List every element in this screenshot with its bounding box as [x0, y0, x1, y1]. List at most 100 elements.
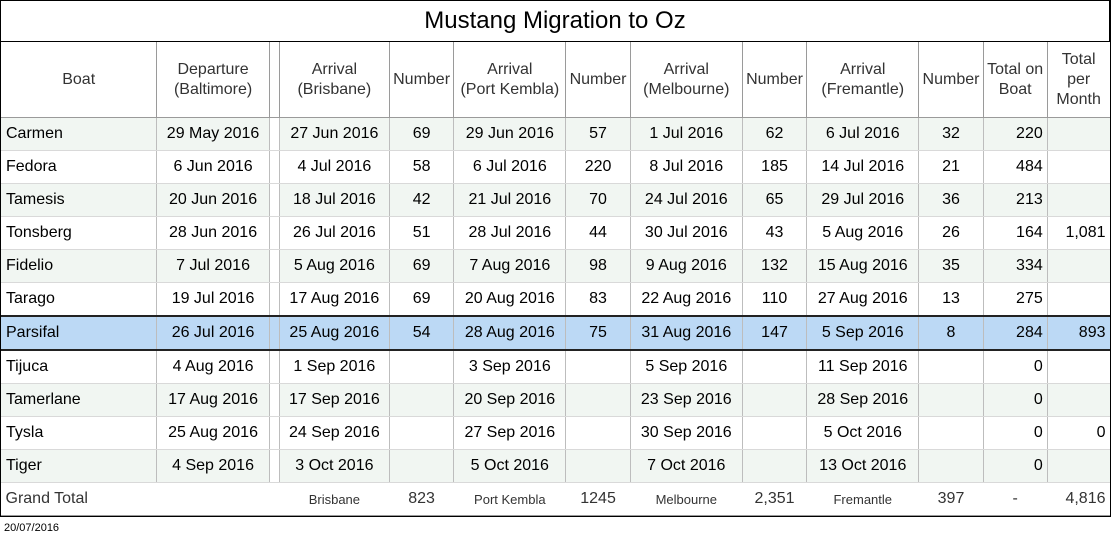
total-per-month[interactable] — [1046, 349, 1110, 384]
number-fremantle[interactable]: 8 — [918, 315, 984, 351]
number-melbourne[interactable]: 43 — [741, 216, 807, 250]
number-brisbane[interactable]: 69 — [388, 117, 454, 151]
boat-name[interactable]: Tamerlane — [0, 383, 157, 417]
total-on-boat[interactable]: 213 — [982, 183, 1048, 217]
arrival-port-kembla[interactable]: 21 Jul 2016 — [453, 183, 566, 217]
number-fremantle[interactable]: 32 — [918, 117, 984, 151]
total-per-month[interactable] — [1046, 249, 1110, 283]
arrival-port-kembla[interactable]: 29 Jun 2016 — [453, 117, 566, 151]
number-port-kembla[interactable]: 75 — [565, 315, 631, 351]
boat-name[interactable]: Tysla — [0, 416, 157, 450]
arrival-melbourne[interactable]: 24 Jul 2016 — [629, 183, 743, 217]
number-melbourne[interactable]: 185 — [741, 150, 807, 184]
arrival-brisbane[interactable]: 3 Oct 2016 — [278, 449, 390, 483]
number-brisbane[interactable]: 51 — [388, 216, 454, 250]
number-fremantle[interactable] — [918, 349, 984, 384]
number-brisbane[interactable] — [388, 383, 454, 417]
number-melbourne[interactable] — [741, 416, 807, 450]
table-row[interactable]: Tonsberg 28 Jun 2016 26 Jul 2016 51 28 Jul 2… — [0, 216, 1110, 250]
arrival-fremantle[interactable]: 27 Aug 2016 — [806, 282, 919, 317]
number-brisbane[interactable] — [388, 416, 454, 450]
total-on-boat[interactable]: 220 — [982, 117, 1048, 151]
boat-name[interactable]: Tijuca — [0, 349, 157, 384]
arrival-fremantle[interactable]: 5 Sep 2016 — [806, 315, 919, 351]
arrival-brisbane[interactable]: 5 Aug 2016 — [278, 249, 390, 283]
table-row[interactable]: Tamesis 20 Jun 2016 18 Jul 2016 42 21 Jul 20… — [0, 183, 1110, 217]
departure-date[interactable]: 28 Jun 2016 — [156, 216, 270, 250]
arrival-melbourne[interactable]: 1 Jul 2016 — [629, 117, 743, 151]
arrival-fremantle[interactable]: 14 Jul 2016 — [806, 150, 919, 184]
departure-date[interactable]: 6 Jun 2016 — [156, 150, 270, 184]
arrival-port-kembla[interactable]: 20 Sep 2016 — [453, 383, 566, 417]
number-port-kembla[interactable] — [565, 383, 631, 417]
total-on-boat[interactable]: 164 — [982, 216, 1048, 250]
total-on-boat[interactable]: 0 — [982, 449, 1048, 483]
number-fremantle[interactable] — [918, 416, 984, 450]
departure-date[interactable]: 4 Aug 2016 — [156, 349, 270, 384]
total-per-month[interactable]: 893 — [1046, 315, 1110, 351]
arrival-melbourne[interactable]: 7 Oct 2016 — [629, 449, 743, 483]
arrival-port-kembla[interactable]: 6 Jul 2016 — [453, 150, 566, 184]
total-per-month[interactable]: 0 — [1046, 416, 1110, 450]
number-port-kembla[interactable]: 220 — [565, 150, 631, 184]
total-on-boat[interactable]: 0 — [982, 349, 1048, 384]
number-brisbane[interactable] — [388, 349, 454, 384]
arrival-fremantle[interactable]: 29 Jul 2016 — [806, 183, 919, 217]
arrival-fremantle[interactable]: 5 Oct 2016 — [806, 416, 919, 450]
arrival-melbourne[interactable]: 5 Sep 2016 — [629, 349, 743, 384]
arrival-fremantle[interactable]: 5 Aug 2016 — [806, 216, 919, 250]
arrival-brisbane[interactable]: 4 Jul 2016 — [278, 150, 390, 184]
arrival-brisbane[interactable]: 26 Jul 2016 — [278, 216, 390, 250]
arrival-port-kembla[interactable]: 27 Sep 2016 — [453, 416, 566, 450]
total-per-month[interactable] — [1046, 449, 1110, 483]
number-port-kembla[interactable]: 70 — [565, 183, 631, 217]
total-on-boat[interactable]: 0 — [982, 416, 1048, 450]
departure-date[interactable]: 26 Jul 2016 — [156, 315, 270, 351]
total-per-month[interactable] — [1046, 150, 1110, 184]
departure-date[interactable]: 7 Jul 2016 — [156, 249, 270, 283]
table-row[interactable]: Tamerlane 17 Aug 2016 17 Sep 2016 20 Sep 20… — [0, 383, 1110, 417]
boat-name[interactable]: Tonsberg — [0, 216, 157, 250]
arrival-melbourne[interactable]: 30 Jul 2016 — [629, 216, 743, 250]
total-on-boat[interactable]: 275 — [982, 282, 1048, 317]
boat-name[interactable]: Fidelio — [0, 249, 157, 283]
boat-name[interactable]: Tarago — [0, 282, 157, 317]
grand-total-row[interactable]: Grand Total Brisbane 823 Port Kembla 124… — [0, 482, 1110, 516]
table-row[interactable]: Tijuca 4 Aug 2016 1 Sep 2016 3 Sep 2016 5 Se… — [0, 349, 1110, 384]
arrival-brisbane[interactable]: 27 Jun 2016 — [278, 117, 390, 151]
number-port-kembla[interactable]: 44 — [565, 216, 631, 250]
arrival-brisbane[interactable]: 17 Aug 2016 — [278, 282, 390, 317]
total-on-boat[interactable]: 334 — [982, 249, 1048, 283]
arrival-melbourne[interactable]: 23 Sep 2016 — [629, 383, 743, 417]
departure-date[interactable]: 25 Aug 2016 — [156, 416, 270, 450]
arrival-fremantle[interactable]: 13 Oct 2016 — [806, 449, 919, 483]
arrival-fremantle[interactable]: 15 Aug 2016 — [806, 249, 919, 283]
total-on-boat[interactable]: 484 — [982, 150, 1048, 184]
number-brisbane[interactable]: 42 — [388, 183, 454, 217]
number-brisbane[interactable]: 54 — [388, 315, 454, 351]
departure-date[interactable]: 29 May 2016 — [156, 117, 270, 151]
number-melbourne[interactable]: 65 — [741, 183, 807, 217]
number-fremantle[interactable]: 26 — [918, 216, 984, 250]
boat-name[interactable]: Carmen — [0, 117, 157, 151]
number-melbourne[interactable]: 147 — [741, 315, 807, 351]
table-row[interactable]: Parsifal 26 Jul 2016 25 Aug 2016 54 28 Aug 2… — [0, 315, 1110, 351]
departure-date[interactable]: 4 Sep 2016 — [156, 449, 270, 483]
number-port-kembla[interactable] — [565, 449, 631, 483]
number-fremantle[interactable] — [918, 449, 984, 483]
total-per-month[interactable] — [1046, 117, 1110, 151]
arrival-fremantle[interactable]: 6 Jul 2016 — [806, 117, 919, 151]
boat-name[interactable]: Fedora — [0, 150, 157, 184]
total-on-boat[interactable]: 284 — [982, 315, 1048, 351]
arrival-brisbane[interactable]: 24 Sep 2016 — [278, 416, 390, 450]
number-melbourne[interactable]: 132 — [741, 249, 807, 283]
departure-date[interactable]: 17 Aug 2016 — [156, 383, 270, 417]
total-per-month[interactable] — [1046, 183, 1110, 217]
table-row[interactable]: Carmen 29 May 2016 27 Jun 2016 69 29 Jun 201… — [0, 117, 1110, 151]
departure-date[interactable]: 19 Jul 2016 — [156, 282, 270, 317]
arrival-melbourne[interactable]: 9 Aug 2016 — [629, 249, 743, 283]
arrival-port-kembla[interactable]: 5 Oct 2016 — [453, 449, 566, 483]
table-row[interactable]: Fidelio 7 Jul 2016 5 Aug 2016 69 7 Aug 2016 9… — [0, 249, 1110, 283]
number-melbourne[interactable] — [741, 449, 807, 483]
arrival-brisbane[interactable]: 1 Sep 2016 — [278, 349, 390, 384]
